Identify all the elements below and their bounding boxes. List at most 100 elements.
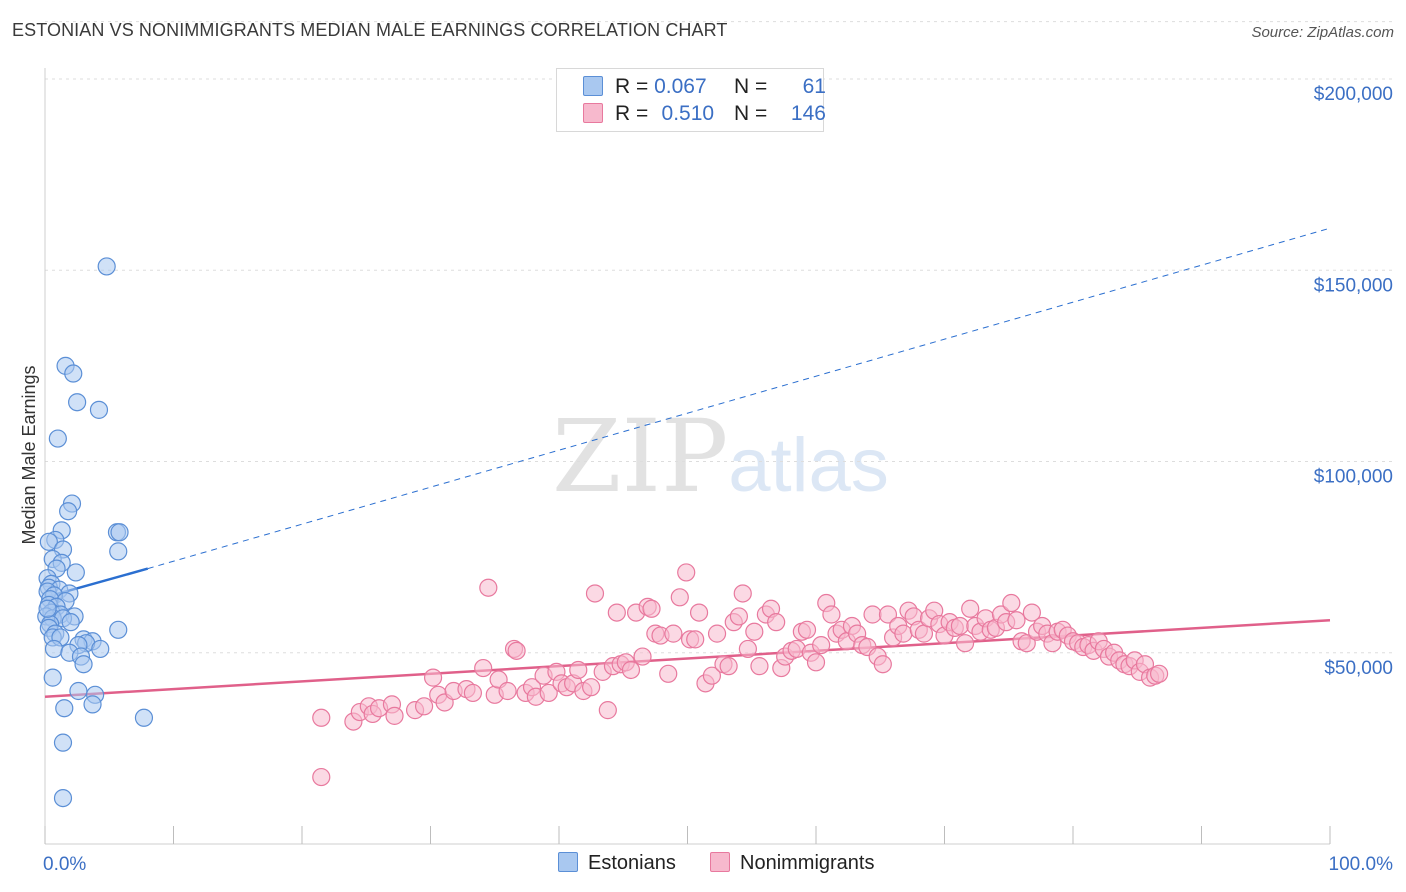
y-axis-label: Median Male Earnings — [19, 365, 39, 544]
point-blue — [68, 393, 87, 412]
point-pink — [670, 588, 689, 607]
point-blue — [59, 502, 78, 521]
point-pink — [1022, 603, 1041, 622]
point-pink — [745, 622, 764, 641]
watermark-atlas: atlas — [728, 423, 889, 508]
y-tick-label: $50,000 — [1324, 658, 1393, 679]
point-pink — [312, 767, 331, 787]
legend-n-value: 61 — [802, 75, 826, 98]
point-pink — [767, 613, 786, 632]
legend-r-value: 0.510 — [661, 102, 715, 125]
x-tick-label: 100.0% — [1329, 854, 1394, 875]
trend-lines — [44, 227, 1331, 698]
legend-r-value: 0.067 — [654, 75, 707, 98]
legend-item-nonimmigrants: Nonimmigrants — [710, 852, 874, 875]
data-points — [37, 257, 1169, 808]
point-pink — [955, 634, 975, 653]
legend-item-estonians: Estonians — [558, 852, 676, 875]
point-pink — [863, 605, 882, 624]
point-pink — [664, 624, 683, 643]
point-pink — [414, 697, 434, 716]
trend-line-pink — [44, 618, 1331, 698]
point-pink — [585, 584, 605, 603]
point-pink — [385, 706, 404, 725]
axes — [44, 68, 1331, 845]
point-blue — [134, 708, 154, 727]
y-tick-label: $100,000 — [1314, 467, 1393, 488]
point-blue — [38, 599, 57, 618]
point-pink — [1007, 611, 1026, 630]
point-pink — [598, 701, 617, 720]
point-blue — [55, 699, 74, 718]
swatch-estonians — [558, 852, 578, 872]
trend-line-dashed-blue — [147, 227, 1331, 570]
point-pink — [738, 639, 757, 659]
legend-swatch-blue — [583, 76, 603, 96]
point-pink — [463, 683, 483, 703]
point-pink — [607, 603, 626, 622]
point-blue — [53, 733, 73, 752]
y-tick-label: $200,000 — [1314, 84, 1393, 105]
point-blue — [109, 620, 128, 639]
point-blue — [69, 681, 88, 701]
legend-n-label: N = — [733, 102, 768, 125]
point-blue — [44, 639, 64, 659]
legend-box: R = 0.067 N = 61 R = 0.510 N = 146 — [556, 68, 826, 132]
watermark: ZIPatlas — [552, 398, 889, 515]
point-pink — [719, 657, 738, 676]
point-pink — [498, 681, 517, 701]
point-blue — [43, 668, 62, 687]
point-pink — [873, 655, 892, 674]
point-blue — [64, 364, 83, 383]
swatch-nonimmigrants — [710, 852, 730, 872]
point-pink — [878, 605, 898, 624]
point-pink — [729, 607, 749, 626]
point-pink — [961, 599, 980, 618]
point-pink — [689, 603, 709, 622]
point-pink — [1149, 664, 1169, 683]
point-blue — [83, 695, 102, 714]
point-pink — [633, 647, 652, 666]
legend-r-label: R = — [615, 75, 649, 98]
x-tick-label: 0.0% — [43, 854, 86, 875]
point-pink — [806, 653, 826, 672]
legend-n-value: 146 — [790, 102, 826, 125]
source-label: Source: ZipAtlas.com — [1251, 24, 1394, 41]
point-pink — [686, 630, 705, 649]
point-pink — [423, 668, 443, 687]
tick-labels: $50,000 $100,000 $150,000 $200,000 0.0% 100.0… — [43, 84, 1393, 875]
point-blue — [39, 532, 58, 551]
point-pink — [474, 658, 493, 678]
legend-swatch-pink — [583, 103, 603, 123]
point-pink — [582, 678, 601, 697]
legend-row-nonimmigrants: R = 0.510 N = 146 — [583, 102, 826, 128]
point-pink — [1002, 593, 1021, 613]
y-tick-label: $150,000 — [1314, 275, 1393, 296]
bottom-legend: Estonians Nonimmigrants — [0, 852, 1406, 878]
point-pink — [677, 563, 696, 582]
point-pink — [707, 624, 727, 643]
point-pink — [312, 708, 331, 727]
point-pink — [914, 624, 934, 643]
point-pink — [539, 683, 558, 703]
point-pink — [797, 620, 817, 639]
point-pink — [822, 605, 841, 624]
point-blue — [61, 613, 80, 632]
legend-label-nonimmigrants: Nonimmigrants — [740, 852, 875, 874]
point-pink — [621, 660, 641, 680]
point-blue — [66, 563, 85, 582]
point-blue — [110, 523, 129, 542]
point-pink — [507, 641, 526, 660]
point-blue — [97, 257, 116, 276]
point-blue — [74, 655, 93, 674]
point-blue — [109, 542, 128, 561]
point-blue — [89, 400, 109, 419]
watermark-zip: ZIP — [552, 398, 729, 515]
legend-label-estonians: Estonians — [588, 852, 676, 874]
point-blue — [53, 788, 73, 808]
legend-row-estonians: R = 0.067 N = 61 — [583, 75, 826, 101]
point-pink — [812, 635, 831, 655]
point-blue — [91, 639, 110, 659]
point-pink — [750, 657, 769, 676]
